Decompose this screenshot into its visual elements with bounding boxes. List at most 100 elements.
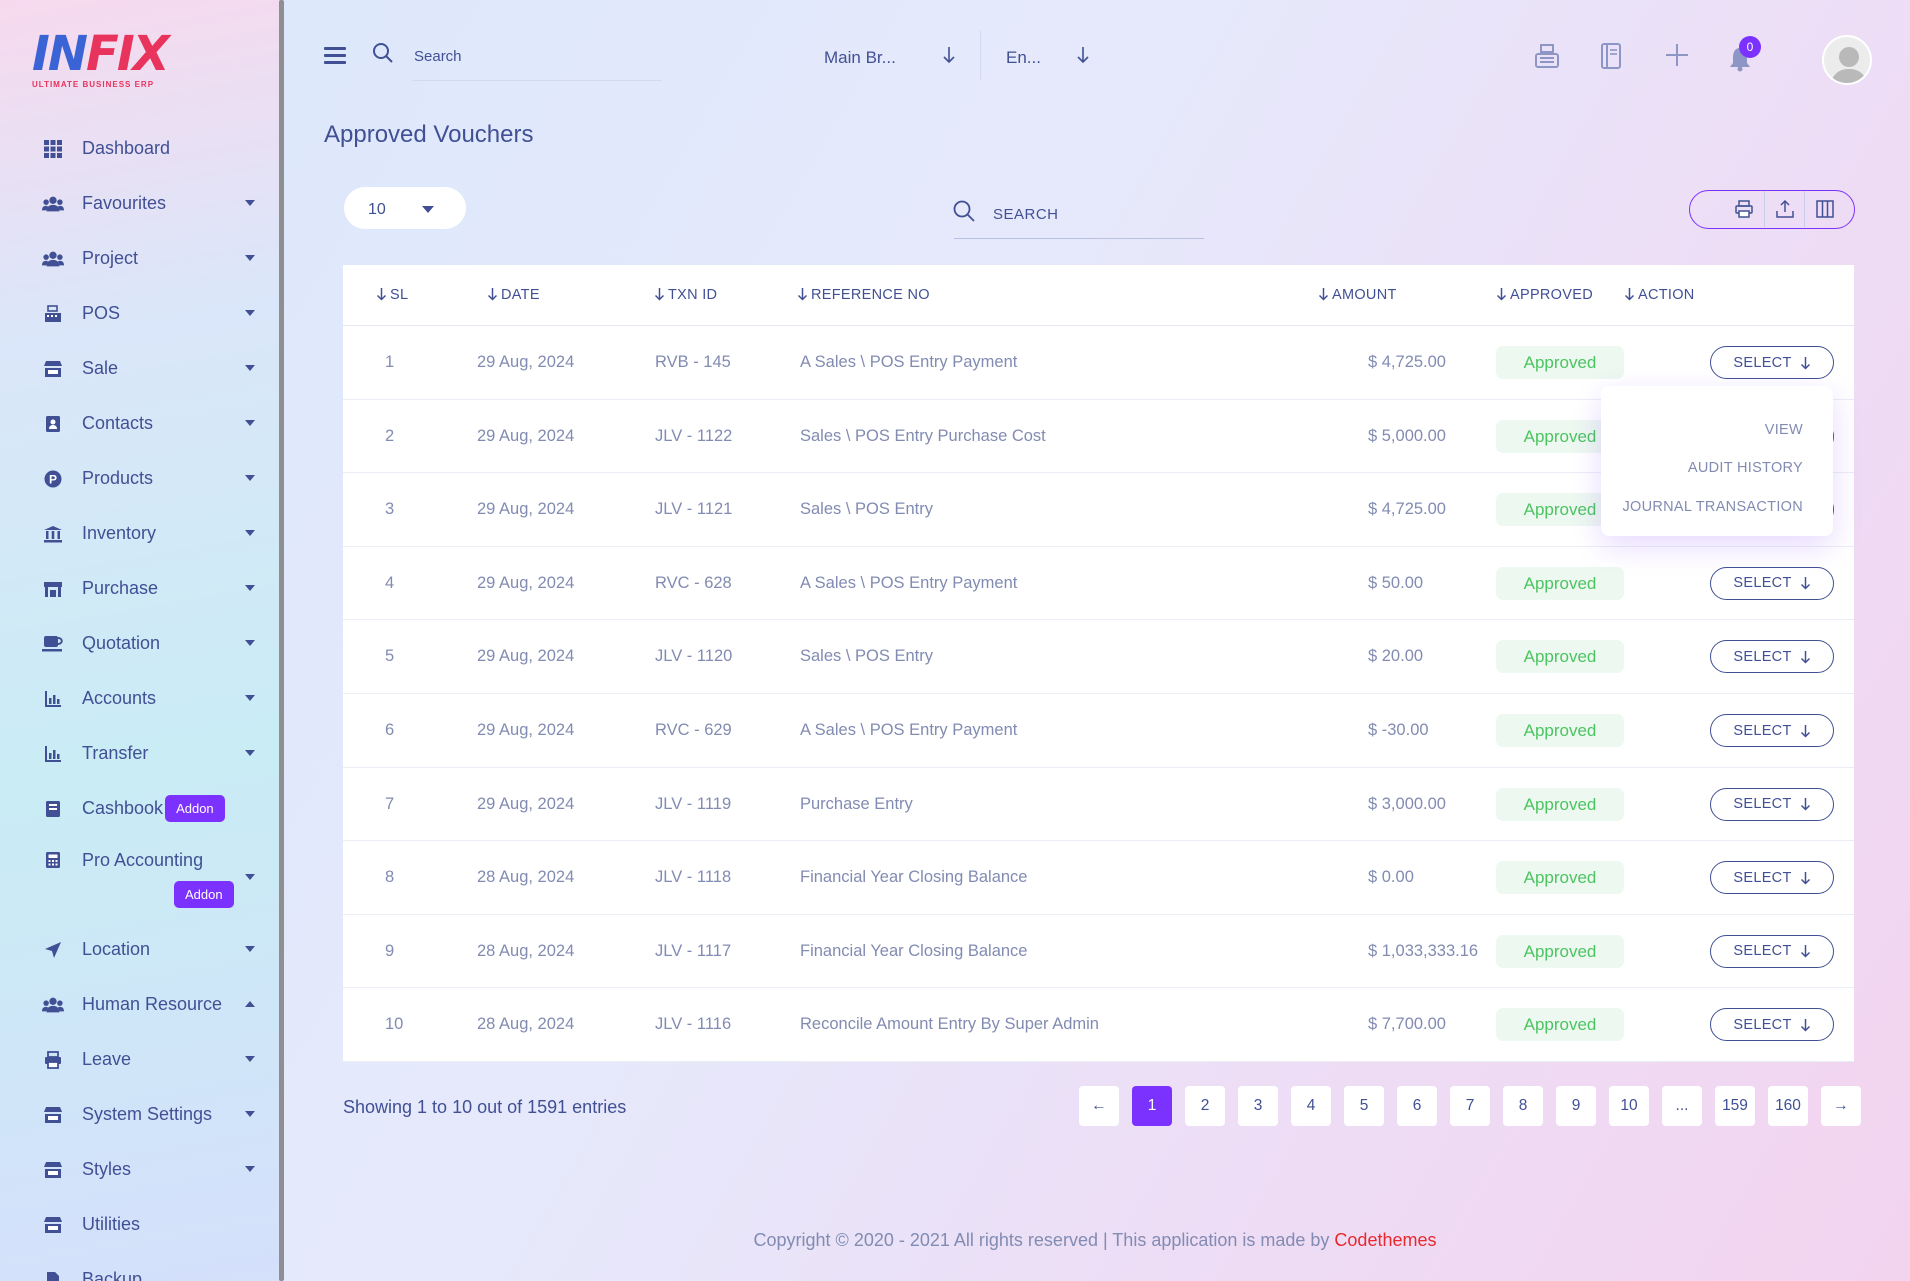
select-action-button[interactable]: SELECT [1710,566,1834,600]
select-action-button[interactable]: SELECT [1710,640,1834,674]
menu-item-audit-history[interactable]: AUDIT HISTORY [1687,460,1803,476]
column-header-sl[interactable]: SL [376,287,408,305]
print-button[interactable] [1724,191,1764,227]
table-tools [1689,190,1855,229]
page-button-7[interactable]: 7 [1450,1086,1490,1126]
sidebar-item-utilities[interactable]: Utilities [0,1197,280,1252]
table-search-icon[interactable] [952,199,976,223]
select-action-button[interactable]: SELECT [1710,787,1834,821]
sidebar-item-inventory[interactable]: Inventory [0,506,280,561]
sidebar-item-styles[interactable]: Styles [0,1142,280,1197]
table-row: 6 29 Aug, 2024 RVC - 629 A Sales \ POS Entr… [343,694,1854,768]
store-icon [42,359,64,379]
page-button-1[interactable]: 1 [1132,1086,1172,1126]
page-button-10[interactable]: 10 [1609,1086,1649,1126]
select-action-button[interactable]: SELECT [1710,934,1834,968]
page-button-2[interactable]: 2 [1185,1086,1225,1126]
sidebar-item-pro-accounting[interactable]: Pro Accounting Addon [0,836,280,922]
table-search-input[interactable]: SEARCH [993,206,1059,223]
column-header-amount[interactable]: AMOUNT [1318,287,1397,305]
status-badge: Approved [1496,787,1624,821]
language-arrow-down-icon[interactable] [1076,46,1090,64]
sort-arrow-icon [797,287,808,305]
cell-txn: RVC - 628 [655,573,732,592]
sidebar-item-purchase[interactable]: Purchase [0,561,280,616]
select-action-button[interactable]: SELECT [1710,1008,1834,1042]
logo-wordmark: INFIX [32,30,182,78]
page-button-5[interactable]: 5 [1344,1086,1384,1126]
page-button-4[interactable]: 4 [1291,1086,1331,1126]
table-header: SL DATE TXN ID REFERENCE NO AMOUNT APPROVED AC… [343,265,1854,326]
select-label: SELECT [1733,575,1792,592]
column-header-date[interactable]: DATE [487,287,540,305]
sidebar-item-dashboard[interactable]: Dashboard [0,121,280,176]
search-icon[interactable] [372,42,394,64]
sidebar-item-human-resource[interactable]: Human Resource [0,977,280,1032]
page-button-9[interactable]: 9 [1556,1086,1596,1126]
sidebar-item-backup[interactable]: Backup [0,1252,280,1281]
branch-select[interactable]: Main Br... [824,48,896,67]
sidebar-item-quotation[interactable]: Quotation [0,616,280,671]
page-button-160[interactable]: 160 [1768,1086,1808,1126]
select-action-button[interactable]: SELECT [1710,346,1834,379]
sidebar-item-sale[interactable]: Sale [0,341,280,396]
sidebar-item-project[interactable]: Project [0,231,280,286]
user-avatar[interactable] [1822,35,1872,85]
sidebar: INFIX ULTIMATE BUSINESS ERP Dashboard Fav… [0,0,280,1281]
column-header-reference-no[interactable]: REFERENCE NO [797,287,930,305]
sidebar-item-pos[interactable]: POS [0,286,280,341]
column-header-action[interactable]: ACTION [1624,287,1695,305]
cell-sl: 2 [385,426,395,445]
sidebar-item-label: Favourites [82,193,167,213]
app-logo[interactable]: INFIX ULTIMATE BUSINESS ERP [32,30,182,90]
codethemes-link[interactable]: Codethemes [1334,1230,1437,1250]
status-badge: Approved [1496,640,1624,674]
bar-chart-icon [42,689,64,709]
shop-icon [42,579,64,599]
menu-toggle-icon[interactable] [324,47,346,68]
caret-down-icon [245,365,255,371]
cash-register-icon[interactable] [1533,42,1561,70]
users-icon [42,995,64,1015]
status-badge: Approved [1496,566,1624,600]
branch-arrow-down-icon[interactable] [942,46,956,64]
ledger-book-icon[interactable] [1599,42,1623,70]
cell-ref: A Sales \ POS Entry Payment [800,573,1018,592]
bar-chart-icon [42,744,64,764]
per-page-select[interactable]: 10 [344,187,466,229]
plus-icon[interactable] [1664,42,1690,68]
sidebar-item-leave[interactable]: Leave [0,1032,280,1087]
cell-date: 29 Aug, 2024 [477,647,575,666]
user-silhouette-icon [1824,37,1870,83]
language-select[interactable]: En... [1006,48,1041,67]
svg-text:P: P [49,472,57,486]
next-page-button[interactable]: → [1821,1086,1861,1126]
menu-item-journal-transaction[interactable]: JOURNAL TRANSACTION [1622,499,1803,515]
columns-button[interactable] [1804,191,1844,227]
column-header-txn-id[interactable]: TXN ID [654,287,717,305]
cell-sl: 7 [385,794,395,813]
sidebar-item-cashbook[interactable]: Cashbook Addon [0,781,280,836]
page-button-3[interactable]: 3 [1238,1086,1278,1126]
sidebar-item-location[interactable]: Location [0,922,280,977]
sidebar-scrollbar[interactable] [279,0,284,1281]
sidebar-item-accounts[interactable]: Accounts [0,671,280,726]
sidebar-item-label: Sale [82,358,119,378]
sidebar-item-transfer[interactable]: Transfer [0,726,280,781]
vouchers-table: SL DATE TXN ID REFERENCE NO AMOUNT APPROVED AC… [343,265,1854,1062]
page-button-8[interactable]: 8 [1503,1086,1543,1126]
cell-date: 28 Aug, 2024 [477,941,575,960]
select-action-button[interactable]: SELECT [1710,714,1834,747]
column-header-approved[interactable]: APPROVED [1496,287,1593,305]
page-button-159[interactable]: 159 [1715,1086,1755,1126]
sidebar-item-products[interactable]: P Products [0,451,280,506]
menu-item-view[interactable]: VIEW [1764,422,1803,438]
select-action-button[interactable]: SELECT [1710,861,1834,895]
header-search-input[interactable]: Search [414,48,462,65]
sidebar-item-contacts[interactable]: Contacts [0,396,280,451]
export-button[interactable] [1764,191,1804,227]
sidebar-item-favourites[interactable]: Favourites [0,176,280,231]
page-button-6[interactable]: 6 [1397,1086,1437,1126]
sidebar-item-system-settings[interactable]: System Settings [0,1087,280,1142]
prev-page-button[interactable]: ← [1079,1086,1119,1126]
